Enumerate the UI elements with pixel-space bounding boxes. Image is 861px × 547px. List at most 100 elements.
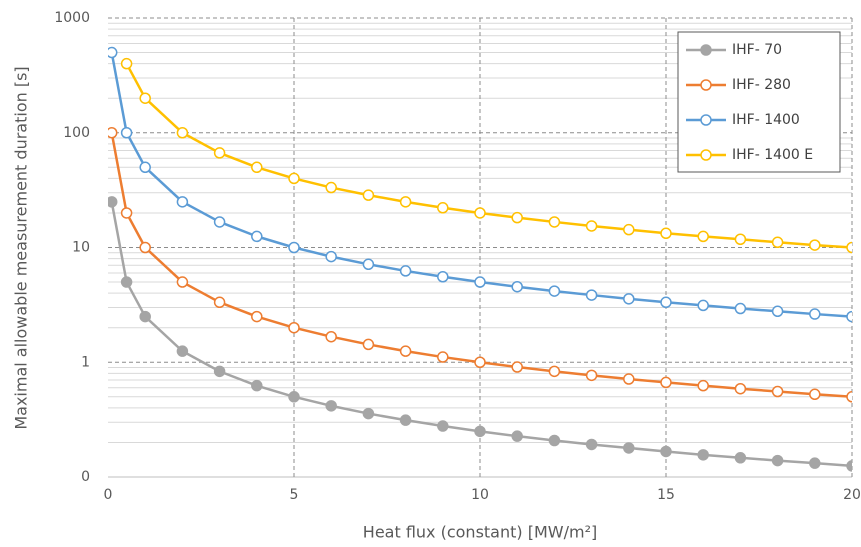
data-point [399,345,412,357]
data-point [697,299,709,312]
x-axis-label: Heat flux (constant) [MW/m²] [363,523,597,542]
data-point [325,250,337,263]
data-point [213,296,226,309]
data-point [771,236,784,249]
x-tick-label: 0 [104,487,113,503]
data-point [176,127,189,139]
data-point [362,189,375,201]
data-point [548,216,561,228]
data-point [437,202,449,214]
data-point [213,147,226,159]
data-point [846,310,852,323]
x-tick-label: 10 [471,487,489,503]
data-point [548,285,561,297]
data-point [511,211,523,224]
data-point [660,227,672,240]
data-point [325,400,337,412]
data-point [623,223,635,236]
legend-marker [700,79,712,91]
data-point [660,445,672,458]
data-point [288,391,300,403]
data-point [734,452,747,464]
data-point [120,127,133,139]
data-point [251,310,263,323]
legend-label: IHF- 70 [732,42,782,58]
x-tick-label: 20 [843,487,861,503]
data-point [437,420,449,432]
data-point [474,207,486,219]
data-point [251,379,263,392]
data-point [734,302,747,315]
data-point [362,407,375,420]
plot-area [108,46,852,472]
data-point [325,181,337,194]
data-point [585,438,598,451]
data-point [108,196,118,208]
y-tick-label: 100 [63,125,90,141]
data-point [809,239,821,251]
data-point [511,361,523,373]
data-point [623,373,635,385]
data-point [548,365,561,378]
y-axis-label: Maximal allowable measurement duration [… [12,66,31,429]
data-point [120,57,133,70]
x-tick-label: 5 [290,487,299,503]
data-point [734,233,747,246]
data-point [108,46,118,59]
data-point [176,276,189,288]
data-point [213,365,226,378]
data-point [846,460,852,472]
data-point [548,434,561,447]
data-point [399,196,412,208]
data-point [809,388,821,401]
data-point [623,442,635,454]
data-point [437,351,449,363]
data-point [697,230,709,243]
legend-marker [700,149,712,161]
legend-label: IHF- 1400 [732,112,800,128]
data-point [585,289,598,301]
data-point [288,241,300,254]
data-point [399,414,412,426]
data-point [809,308,821,320]
data-point [139,92,151,104]
data-point [176,345,189,357]
legend-marker [700,114,712,126]
data-point [474,356,486,368]
x-tick-label: 15 [657,487,675,503]
data-point [771,385,784,398]
data-point [809,457,821,469]
data-point [251,161,263,174]
data-point [623,293,635,305]
y-tick-label: 1 [81,354,90,370]
data-point [288,172,300,185]
data-point [213,216,226,228]
legend-marker [700,44,712,56]
data-point [362,258,375,271]
data-point [474,425,486,438]
data-point [697,449,709,461]
data-point [511,430,523,442]
data-point [399,265,412,277]
data-point [288,321,300,334]
data-point [176,196,189,208]
series-line [110,52,852,318]
series-line [110,201,852,468]
data-point [139,241,151,254]
data-point [139,161,151,174]
data-point [771,305,784,318]
data-point [846,391,852,403]
y-tick-label: 0 [81,469,90,485]
legend-label: IHF- 280 [732,77,791,93]
data-point [120,276,133,288]
y-tick-label: 1000 [54,10,90,26]
data-point [251,230,263,243]
data-point [120,207,133,219]
data-point [846,241,852,254]
data-point [474,276,486,288]
data-point [660,376,672,389]
data-point [771,454,784,467]
data-point [585,369,598,382]
data-point [585,220,598,232]
